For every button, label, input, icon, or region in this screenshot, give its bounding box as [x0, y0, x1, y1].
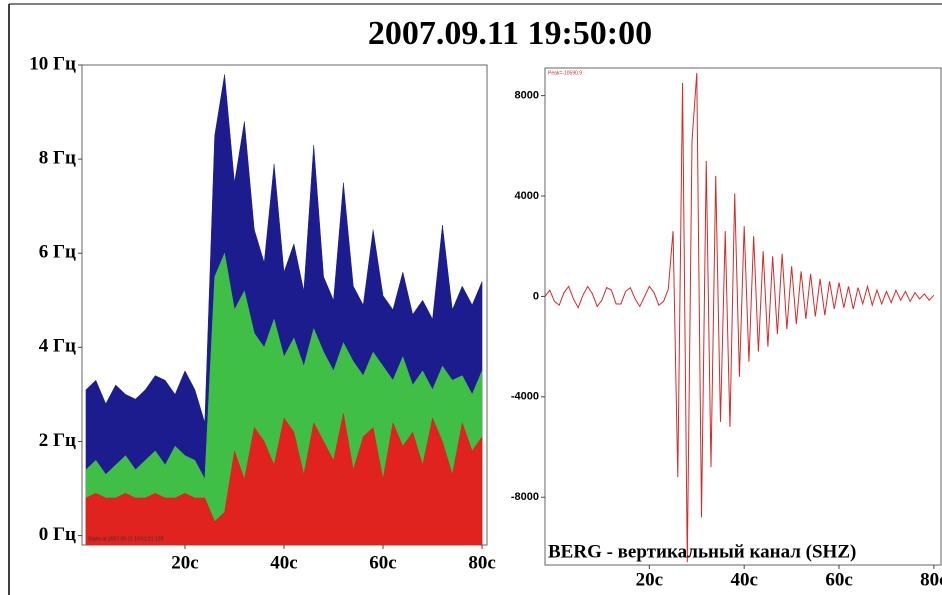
spectrogram-band — [85, 252, 483, 546]
x-tick-label: 60с — [825, 569, 852, 590]
y-tick-label: 2 Гц — [39, 430, 76, 451]
waveform — [544, 72, 935, 563]
annotation: Starts at 2007.09.11 19:51:21.128 — [88, 536, 163, 542]
y-tick-label: 8000 — [515, 90, 539, 102]
y-tick-label: -4000 — [511, 391, 539, 403]
x-tick-label: 60с — [369, 552, 396, 573]
y-tick-label: 0 — [533, 290, 539, 302]
plot-area — [544, 67, 942, 566]
y-tick-label: -8000 — [511, 491, 539, 503]
x-tick-label: 80с — [920, 569, 942, 590]
y-tick-label: 8 Гц — [39, 147, 76, 168]
x-tick-label: 20с — [636, 569, 663, 590]
x-tick-label: 40с — [270, 552, 297, 573]
x-tick-label: 40с — [730, 569, 757, 590]
y-tick-label: 0 Гц — [39, 524, 76, 545]
x-tick-label: 20с — [171, 552, 198, 573]
figure-title: 2007.09.11 19:50:00 — [368, 15, 652, 52]
y-tick-label: 4 Гц — [39, 336, 76, 357]
y-tick-label: 6 Гц — [39, 242, 76, 263]
y-tick-label: 10 Гц — [29, 53, 76, 74]
caption: BERG - вертикальный канал (SHZ) — [548, 541, 856, 562]
x-tick-label: 80с — [468, 552, 495, 573]
spectrogram-band — [85, 413, 483, 546]
y-tick-label: 4000 — [515, 190, 539, 202]
annotation: Peak=-10590.9 — [548, 70, 582, 76]
